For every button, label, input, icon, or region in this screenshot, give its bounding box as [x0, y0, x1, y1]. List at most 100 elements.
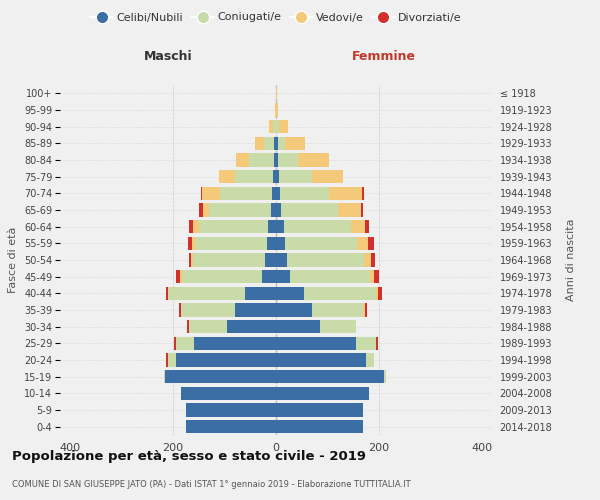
- Bar: [209, 204, 271, 216]
- Bar: [202, 186, 220, 200]
- Bar: [350, 220, 365, 234]
- Bar: [276, 120, 278, 134]
- Bar: [276, 154, 278, 166]
- Bar: [186, 420, 276, 434]
- Bar: [276, 404, 364, 416]
- Bar: [168, 286, 245, 300]
- Bar: [278, 170, 312, 183]
- Bar: [269, 120, 274, 134]
- Bar: [274, 120, 276, 134]
- Bar: [227, 320, 276, 334]
- Bar: [276, 104, 278, 117]
- Bar: [194, 336, 276, 350]
- Bar: [364, 304, 365, 316]
- Bar: [364, 254, 371, 266]
- Bar: [276, 204, 281, 216]
- Bar: [174, 336, 176, 350]
- Bar: [274, 136, 276, 150]
- Bar: [281, 204, 338, 216]
- Bar: [290, 270, 370, 283]
- Bar: [255, 136, 264, 150]
- Bar: [276, 420, 364, 434]
- Legend: Celibi/Nubili, Coniugati/e, Vedovi/e, Divorziati/e: Celibi/Nubili, Coniugati/e, Vedovi/e, Di…: [86, 8, 466, 27]
- Bar: [176, 354, 276, 366]
- Bar: [374, 270, 379, 283]
- Bar: [249, 154, 274, 166]
- Bar: [276, 386, 368, 400]
- Bar: [376, 336, 378, 350]
- Bar: [235, 304, 276, 316]
- Bar: [276, 236, 285, 250]
- Bar: [276, 186, 280, 200]
- Bar: [276, 220, 284, 234]
- Bar: [376, 286, 378, 300]
- Bar: [195, 236, 267, 250]
- Bar: [298, 154, 329, 166]
- Bar: [370, 270, 374, 283]
- Bar: [287, 254, 364, 266]
- Bar: [338, 204, 361, 216]
- Bar: [365, 304, 367, 316]
- Bar: [199, 220, 268, 234]
- Bar: [268, 220, 276, 234]
- Bar: [267, 236, 276, 250]
- Bar: [181, 304, 235, 316]
- Bar: [312, 170, 343, 183]
- Bar: [285, 236, 357, 250]
- Bar: [166, 370, 276, 384]
- Bar: [245, 286, 276, 300]
- Bar: [278, 154, 298, 166]
- Bar: [201, 186, 202, 200]
- Bar: [368, 236, 374, 250]
- Bar: [276, 170, 278, 183]
- Bar: [274, 170, 276, 183]
- Bar: [362, 186, 364, 200]
- Bar: [168, 354, 176, 366]
- Bar: [365, 220, 369, 234]
- Text: Popolazione per età, sesso e stato civile - 2019: Popolazione per età, sesso e stato civil…: [12, 450, 366, 463]
- Bar: [181, 386, 276, 400]
- Bar: [179, 304, 181, 316]
- Bar: [320, 320, 356, 334]
- Bar: [276, 320, 320, 334]
- Bar: [371, 254, 375, 266]
- Bar: [262, 270, 276, 283]
- Bar: [193, 254, 265, 266]
- Bar: [188, 254, 191, 266]
- Bar: [280, 186, 329, 200]
- Y-axis label: Fasce di età: Fasce di età: [8, 227, 19, 293]
- Bar: [181, 270, 182, 283]
- Bar: [192, 236, 195, 250]
- Bar: [366, 354, 374, 366]
- Bar: [276, 270, 290, 283]
- Bar: [203, 204, 209, 216]
- Bar: [276, 354, 366, 366]
- Bar: [265, 254, 276, 266]
- Bar: [271, 204, 276, 216]
- Bar: [274, 154, 276, 166]
- Bar: [182, 270, 262, 283]
- Bar: [276, 254, 287, 266]
- Bar: [220, 186, 272, 200]
- Bar: [357, 236, 368, 250]
- Bar: [188, 236, 192, 250]
- Bar: [284, 220, 350, 234]
- Bar: [285, 136, 305, 150]
- Bar: [356, 336, 376, 350]
- Bar: [278, 120, 288, 134]
- Bar: [276, 136, 278, 150]
- Bar: [278, 136, 285, 150]
- Bar: [193, 220, 199, 234]
- Bar: [384, 370, 386, 384]
- Bar: [329, 186, 362, 200]
- Y-axis label: Anni di nascita: Anni di nascita: [566, 218, 576, 301]
- Bar: [235, 170, 274, 183]
- Bar: [378, 286, 382, 300]
- Text: Femmine: Femmine: [352, 50, 416, 62]
- Bar: [188, 220, 193, 234]
- Bar: [176, 336, 194, 350]
- Bar: [164, 370, 166, 384]
- Bar: [276, 304, 312, 316]
- Bar: [176, 270, 181, 283]
- Bar: [191, 254, 193, 266]
